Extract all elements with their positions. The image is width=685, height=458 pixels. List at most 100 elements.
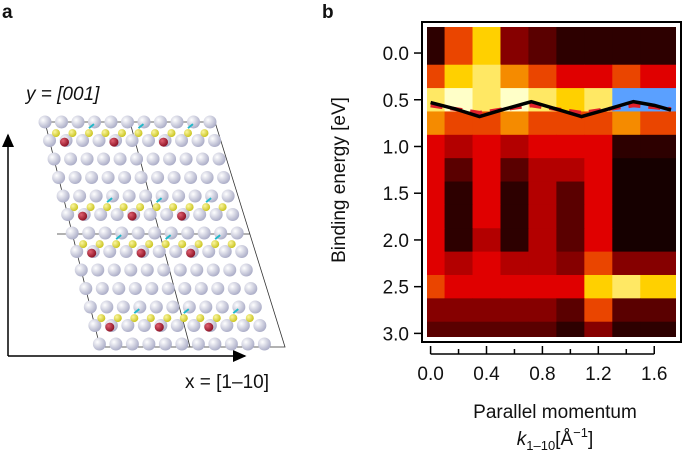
substrate-atom <box>113 152 127 166</box>
substrate-atom <box>236 319 250 332</box>
heatmap-cell <box>472 251 501 276</box>
oxygen-atom <box>158 137 168 147</box>
heatmap-cell <box>612 298 641 323</box>
heatmap-cell <box>472 274 501 299</box>
substrate-atom <box>224 337 238 351</box>
x-axis-unit: k1–10[Å−1] <box>517 425 593 453</box>
heatmap-cell <box>528 204 557 229</box>
heatmap-cell <box>528 111 557 136</box>
substrate-atom <box>76 134 90 147</box>
molecule-atom <box>200 129 209 138</box>
substrate-atom <box>191 134 205 147</box>
molecule-atom <box>150 129 159 138</box>
molecule-atom <box>117 129 126 138</box>
heatmap-cell <box>444 25 474 66</box>
heatmap-cell <box>556 181 585 206</box>
heatmap-cell <box>640 228 678 253</box>
substrate-atom <box>184 171 198 184</box>
heatmap-cell <box>500 25 529 66</box>
x-tick-label: 0.4 <box>473 364 500 385</box>
heatmap-cell <box>612 204 641 229</box>
substrate-atom <box>173 263 187 277</box>
heatmap-cell <box>425 298 446 323</box>
heatmap-cell <box>472 181 501 206</box>
molecule-atom <box>218 203 227 212</box>
heatmap-cell <box>612 321 641 339</box>
heatmap-cell <box>556 204 585 229</box>
substrate-atom <box>83 300 97 314</box>
substrate-atom <box>187 319 201 332</box>
molecule-atom <box>103 203 112 212</box>
oxygen-atom <box>59 137 69 147</box>
heatmap-cell <box>500 158 529 183</box>
molecule-atom <box>97 314 106 323</box>
substrate-atom <box>235 245 249 258</box>
hydrogen-bond <box>232 308 239 314</box>
substrate-atom <box>206 263 220 277</box>
hydrogen-bond <box>205 197 212 203</box>
molecule-atom <box>112 240 121 249</box>
substrate-atom <box>196 152 210 166</box>
heatmap-cell <box>528 134 557 159</box>
molecule-atom <box>68 129 77 138</box>
heatmap-cell <box>640 321 678 339</box>
heatmap-cell <box>500 321 529 339</box>
heatmap-cell <box>425 228 446 253</box>
substrate-atom <box>230 226 244 240</box>
molecule-atom <box>229 314 238 323</box>
substrate-atom <box>137 319 151 332</box>
substrate-atom <box>253 319 267 332</box>
heatmap-cell <box>556 298 585 323</box>
heatmap-cell <box>500 134 529 159</box>
molecule-atom <box>84 129 93 138</box>
heatmap-cell <box>640 158 678 183</box>
substrate-atom <box>211 282 225 295</box>
substrate-atom <box>130 152 144 166</box>
hydrogen-bond <box>183 308 190 314</box>
molecule-atom <box>178 240 187 249</box>
substrate-atom <box>170 115 184 129</box>
substrate-atom <box>125 134 139 147</box>
substrate-atom <box>239 263 253 277</box>
hydrogen-bond <box>187 123 194 129</box>
substrate-atom <box>209 208 223 221</box>
molecule-atom <box>179 314 188 323</box>
oxygen-atom <box>136 248 146 258</box>
substrate-atom <box>167 171 181 184</box>
molecule-atom <box>128 240 137 249</box>
hydrogen-bond <box>137 123 145 129</box>
substrate-atom <box>56 189 70 203</box>
substrate-atom <box>248 300 262 314</box>
molecule-atom <box>152 203 161 212</box>
substrate-atom <box>118 171 132 184</box>
heatmap-cell <box>584 88 613 112</box>
x-tick-label: 0.8 <box>529 364 555 385</box>
molecule-atom <box>183 129 192 138</box>
molecule-atom <box>146 314 155 323</box>
substrate-atom <box>38 115 52 129</box>
heatmap-cell <box>528 251 557 276</box>
y-tick-label: 1.5 <box>383 184 409 205</box>
substrate-atom <box>181 226 195 240</box>
substrate-atom <box>97 152 111 166</box>
axes: 0.0 0.5 1.0 1.5 2.0 2.5 3.0 0.0 0.4 0.8 1.2 1.6 <box>383 44 668 385</box>
heatmap-cell <box>640 134 678 159</box>
substrate-atom <box>203 115 217 129</box>
substrate-atom <box>95 282 109 295</box>
heatmap-cell <box>556 64 585 89</box>
oxygen-atom <box>154 322 164 332</box>
oxygen-atom <box>105 322 115 332</box>
heatmap-cell <box>584 321 613 339</box>
heatmap-cell <box>640 111 678 136</box>
heatmap-cell <box>612 64 641 89</box>
heatmap-cell <box>528 228 557 253</box>
substrate-atom <box>152 245 166 258</box>
heatmap-cell <box>425 274 446 299</box>
heatmap-cell <box>444 298 474 323</box>
hydrogen-bond <box>88 123 95 129</box>
x-tick-label: 1.6 <box>641 364 667 385</box>
y-axis-title: Binding energy [eV] <box>329 97 350 263</box>
heatmap <box>425 25 678 339</box>
oxygen-atom <box>177 211 187 221</box>
heatmap-cell <box>425 25 446 66</box>
